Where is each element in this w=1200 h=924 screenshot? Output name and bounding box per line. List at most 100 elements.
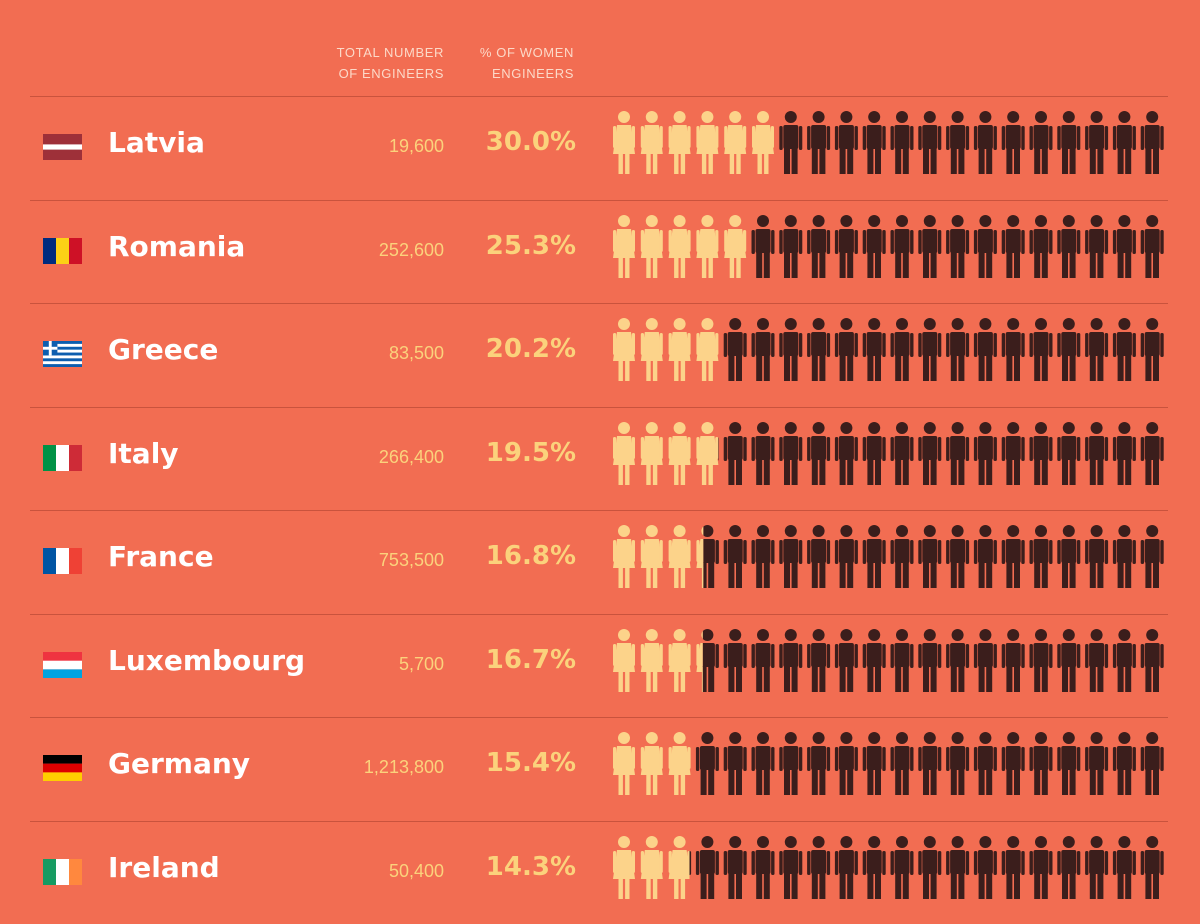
man-figure (779, 318, 803, 381)
woman-figure (640, 628, 663, 692)
man-figure (1001, 732, 1025, 795)
women-pct-value: 19.5% (485, 437, 576, 468)
man-figure (1140, 525, 1164, 588)
man-figure (1057, 111, 1081, 174)
man-figure (779, 421, 803, 485)
man-figure (890, 835, 914, 899)
woman-figure (668, 421, 691, 485)
country-row: Ireland 50,400 14.3% (0, 821, 1200, 924)
total-engineers-value: 83,500 (388, 343, 444, 363)
man-figure (1001, 214, 1025, 278)
man-figure (807, 214, 831, 278)
man-figure (1001, 628, 1025, 692)
woman-figure (724, 111, 747, 174)
man-figure (973, 111, 997, 174)
man-figure (695, 835, 719, 899)
man-figure (1001, 111, 1025, 174)
woman-figure (640, 525, 663, 588)
woman-figure (640, 421, 663, 485)
man-figure (890, 318, 914, 381)
man-figure (1085, 628, 1109, 692)
woman-figure (668, 318, 691, 381)
row-divider (30, 613, 1168, 615)
man-figure (779, 525, 803, 588)
man-figure (1029, 732, 1053, 795)
man-figure-partial (702, 628, 719, 692)
man-figure (1112, 732, 1136, 795)
country-name: Germany (108, 747, 251, 780)
woman-figure (668, 111, 691, 174)
woman-figure (640, 214, 663, 278)
country-name: France (108, 540, 214, 573)
man-figure (946, 732, 970, 795)
latvia-flag-icon (43, 134, 82, 160)
total-engineers-value: 252,600 (378, 239, 444, 260)
row-divider (30, 303, 1168, 304)
man-figure (1112, 421, 1136, 485)
woman-figure-partial (668, 835, 690, 899)
man-figure (973, 318, 997, 381)
woman-figure (724, 214, 747, 278)
france-flag-icon (43, 548, 82, 574)
man-figure (890, 421, 914, 485)
man-figure (1085, 835, 1109, 899)
man-figure (918, 628, 942, 692)
country-name: Ireland (108, 850, 220, 884)
man-figure (1029, 525, 1053, 588)
man-figure (751, 525, 775, 588)
man-figure (1112, 318, 1136, 381)
man-figure (807, 732, 831, 795)
woman-figure (613, 835, 635, 899)
man-figure (890, 732, 914, 795)
country-row: Romania 252,600 25.3% (0, 200, 1200, 303)
total-engineers-value: 266,400 (378, 446, 444, 467)
women-pct-value: 16.8% (485, 541, 576, 571)
man-figure (1140, 214, 1164, 278)
women-pct-value: 20.2% (485, 334, 576, 364)
man-figure (1085, 421, 1109, 485)
man-figure (918, 111, 942, 174)
women-pct-header-text: % OF WOMEN ENGINEERS (479, 45, 574, 81)
man-figure (1085, 525, 1109, 588)
pictogram (613, 835, 1164, 899)
woman-figure (696, 111, 719, 174)
man-figure (807, 835, 831, 899)
woman-figure (752, 111, 774, 174)
woman-figure (613, 525, 635, 588)
row-divider (30, 406, 1168, 408)
woman-figure (613, 318, 635, 381)
man-figure (751, 421, 775, 485)
man-figure (1140, 732, 1164, 795)
man-figure (946, 628, 970, 692)
man-figure (946, 111, 970, 174)
man-figure (807, 525, 831, 588)
man-figure (834, 214, 858, 278)
man-figure (1057, 628, 1081, 692)
man-figure (723, 628, 747, 692)
row-divider (30, 820, 1168, 822)
pictogram (613, 421, 1164, 485)
country-row: Italy 266,400 19.5% (0, 407, 1200, 510)
woman-figure (696, 214, 719, 278)
man-figure (1112, 525, 1136, 588)
woman-figure (668, 525, 691, 588)
man-figure (1029, 421, 1053, 485)
luxembourg-flag-icon (43, 651, 82, 678)
man-figure (807, 318, 831, 381)
pictogram (613, 214, 1164, 278)
man-figure-partial (718, 436, 719, 461)
man-figure (1112, 835, 1136, 899)
man-figure (1029, 318, 1053, 381)
man-figure (723, 421, 747, 485)
man-figure (807, 628, 831, 692)
country-name: Greece (108, 333, 219, 366)
man-figure (973, 835, 997, 899)
man-figure (862, 111, 886, 174)
woman-figure (613, 628, 635, 692)
man-figure (1001, 318, 1025, 381)
country-row: Latvia 19,600 30.0% (0, 96, 1200, 199)
man-figure (1029, 111, 1053, 174)
man-figure (723, 525, 747, 588)
total-engineers-value: 50,400 (388, 860, 444, 881)
man-figure (918, 214, 942, 278)
